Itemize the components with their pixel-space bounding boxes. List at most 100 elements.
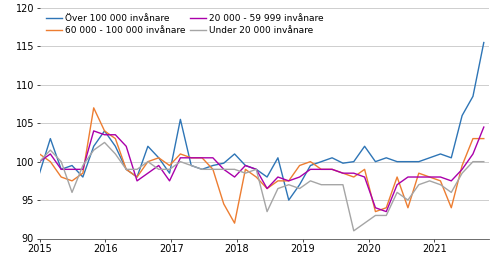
Över 100 000 invånare: [253, 168, 259, 171]
Under 20 000 invånare: [134, 168, 140, 171]
Över 100 000 invånare: [166, 172, 172, 175]
Över 100 000 invånare: [449, 156, 454, 160]
Under 20 000 invånare: [199, 168, 205, 171]
60 000 - 100 000 invånare: [134, 175, 140, 179]
Under 20 000 invånare: [188, 164, 194, 167]
60 000 - 100 000 invånare: [340, 172, 346, 175]
Under 20 000 invånare: [340, 183, 346, 186]
60 000 - 100 000 invånare: [58, 175, 64, 179]
Under 20 000 invånare: [166, 168, 172, 171]
Över 100 000 invånare: [210, 164, 216, 167]
Under 20 000 invånare: [69, 191, 75, 194]
60 000 - 100 000 invånare: [69, 179, 75, 183]
20 000 - 59 999 invånare: [210, 156, 216, 160]
60 000 - 100 000 invånare: [123, 168, 129, 171]
60 000 - 100 000 invånare: [329, 168, 335, 171]
60 000 - 100 000 invånare: [113, 137, 119, 140]
Över 100 000 invånare: [69, 164, 75, 167]
Under 20 000 invånare: [102, 141, 108, 144]
20 000 - 59 999 invånare: [232, 175, 238, 179]
Över 100 000 invånare: [286, 198, 292, 202]
Under 20 000 invånare: [372, 214, 378, 217]
Över 100 000 invånare: [405, 160, 411, 163]
Under 20 000 invånare: [307, 179, 313, 183]
20 000 - 59 999 invånare: [438, 175, 444, 179]
Under 20 000 invånare: [58, 160, 64, 163]
Line: Över 100 000 invånare: Över 100 000 invånare: [40, 43, 484, 200]
20 000 - 59 999 invånare: [47, 152, 53, 156]
Över 100 000 invånare: [383, 156, 389, 160]
Över 100 000 invånare: [275, 156, 281, 160]
60 000 - 100 000 invånare: [37, 152, 42, 156]
20 000 - 59 999 invånare: [296, 175, 302, 179]
60 000 - 100 000 invånare: [243, 168, 248, 171]
60 000 - 100 000 invånare: [156, 156, 162, 160]
Över 100 000 invånare: [177, 118, 183, 121]
20 000 - 59 999 invånare: [69, 168, 75, 171]
Under 20 000 invånare: [405, 198, 411, 202]
Under 20 000 invånare: [47, 149, 53, 152]
60 000 - 100 000 invånare: [210, 168, 216, 171]
20 000 - 59 999 invånare: [329, 168, 335, 171]
20 000 - 59 999 invånare: [459, 168, 465, 171]
20 000 - 59 999 invånare: [166, 179, 172, 183]
Line: 20 000 - 59 999 invånare: 20 000 - 59 999 invånare: [40, 127, 484, 212]
Över 100 000 invånare: [362, 145, 368, 148]
Över 100 000 invånare: [80, 175, 86, 179]
20 000 - 59 999 invånare: [221, 168, 227, 171]
Över 100 000 invånare: [296, 183, 302, 186]
Under 20 000 invånare: [145, 160, 151, 163]
20 000 - 59 999 invånare: [372, 206, 378, 209]
Över 100 000 invånare: [481, 41, 487, 44]
Under 20 000 invånare: [80, 164, 86, 167]
60 000 - 100 000 invånare: [449, 206, 454, 209]
20 000 - 59 999 invånare: [307, 168, 313, 171]
Över 100 000 invånare: [264, 175, 270, 179]
20 000 - 59 999 invånare: [156, 164, 162, 167]
20 000 - 59 999 invånare: [470, 152, 476, 156]
Under 20 000 invånare: [329, 183, 335, 186]
20 000 - 59 999 invånare: [37, 160, 42, 163]
Under 20 000 invånare: [459, 172, 465, 175]
Under 20 000 invånare: [91, 149, 97, 152]
60 000 - 100 000 invånare: [470, 137, 476, 140]
20 000 - 59 999 invånare: [340, 172, 346, 175]
Under 20 000 invånare: [470, 160, 476, 163]
Under 20 000 invånare: [243, 172, 248, 175]
60 000 - 100 000 invånare: [416, 172, 422, 175]
Över 100 000 invånare: [351, 160, 357, 163]
20 000 - 59 999 invånare: [383, 210, 389, 213]
60 000 - 100 000 invånare: [307, 160, 313, 163]
60 000 - 100 000 invånare: [459, 164, 465, 167]
Under 20 000 invånare: [438, 183, 444, 186]
20 000 - 59 999 invånare: [275, 175, 281, 179]
Över 100 000 invånare: [394, 160, 400, 163]
Över 100 000 invånare: [102, 129, 108, 132]
20 000 - 59 999 invånare: [394, 183, 400, 186]
60 000 - 100 000 invånare: [383, 206, 389, 209]
Under 20 000 invånare: [362, 222, 368, 225]
Över 100 000 invånare: [37, 172, 42, 175]
Under 20 000 invånare: [416, 183, 422, 186]
Under 20 000 invånare: [383, 214, 389, 217]
60 000 - 100 000 invånare: [80, 172, 86, 175]
20 000 - 59 999 invånare: [80, 168, 86, 171]
60 000 - 100 000 invånare: [394, 175, 400, 179]
20 000 - 59 999 invånare: [134, 179, 140, 183]
Under 20 000 invånare: [253, 168, 259, 171]
60 000 - 100 000 invånare: [253, 175, 259, 179]
Över 100 000 invånare: [199, 168, 205, 171]
Över 100 000 invånare: [318, 160, 324, 163]
Legend: Över 100 000 invånare, 60 000 - 100 000 invånare, 20 000 - 59 999 invånare, Unde: Över 100 000 invånare, 60 000 - 100 000 …: [44, 12, 325, 37]
Över 100 000 invånare: [329, 156, 335, 160]
Under 20 000 invånare: [427, 179, 433, 183]
20 000 - 59 999 invånare: [264, 187, 270, 190]
Under 20 000 invånare: [123, 168, 129, 171]
60 000 - 100 000 invånare: [188, 156, 194, 160]
60 000 - 100 000 invånare: [296, 164, 302, 167]
Under 20 000 invånare: [113, 152, 119, 156]
20 000 - 59 999 invånare: [199, 156, 205, 160]
60 000 - 100 000 invånare: [286, 179, 292, 183]
Över 100 000 invånare: [134, 175, 140, 179]
Under 20 000 invånare: [394, 191, 400, 194]
